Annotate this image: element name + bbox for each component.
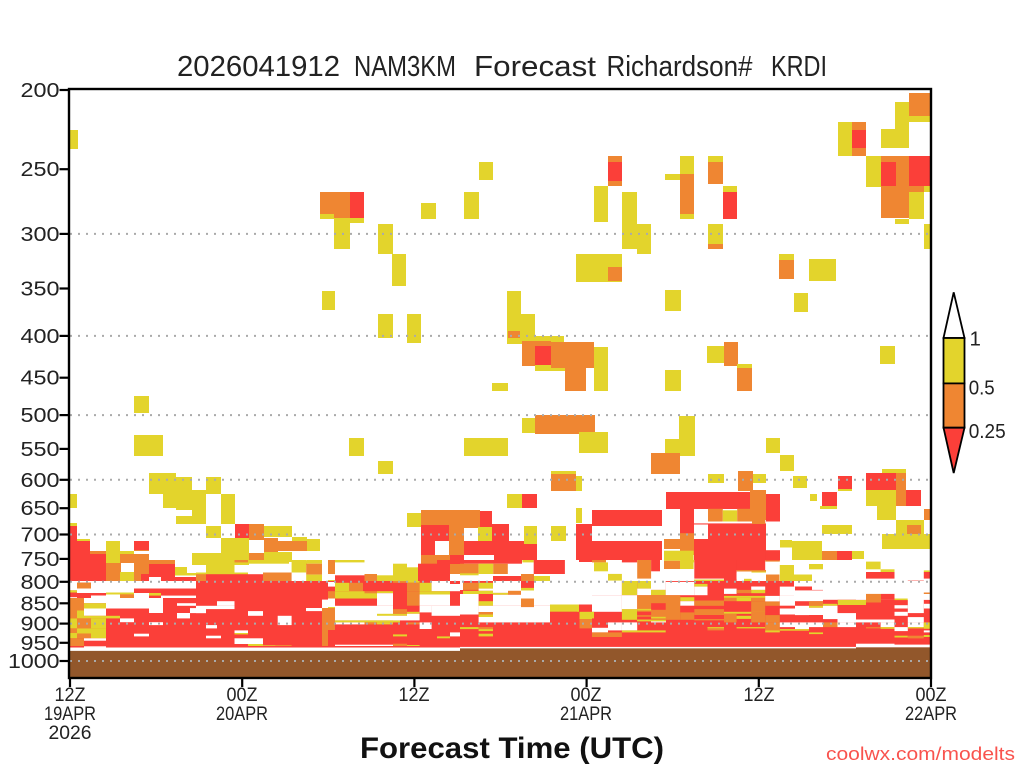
svg-text:450: 450 [21, 368, 60, 390]
svg-text:Richardson#: Richardson# [607, 51, 753, 83]
svg-text:Forecast Time (UTC): Forecast Time (UTC) [360, 732, 664, 765]
svg-text:KRDI: KRDI [771, 51, 827, 83]
svg-text:500: 500 [21, 405, 60, 427]
svg-text:750: 750 [21, 549, 60, 571]
svg-text:350: 350 [21, 279, 60, 301]
svg-text:21APR: 21APR [560, 704, 612, 725]
svg-text:12Z: 12Z [55, 685, 86, 706]
svg-text:coolwx.com/modelts: coolwx.com/modelts [826, 743, 1015, 764]
svg-text:1000: 1000 [8, 651, 60, 673]
svg-text:2026: 2026 [49, 723, 92, 744]
svg-text:250: 250 [21, 159, 60, 181]
svg-text:NAM3KM: NAM3KM [354, 51, 456, 83]
svg-text:700: 700 [21, 525, 60, 547]
svg-text:12Z: 12Z [744, 685, 775, 706]
svg-text:22APR: 22APR [905, 704, 957, 725]
svg-text:00Z: 00Z [227, 685, 258, 706]
svg-text:12Z: 12Z [399, 685, 430, 706]
svg-text:200: 200 [21, 80, 60, 102]
svg-text:800: 800 [21, 572, 60, 594]
svg-text:2026041912: 2026041912 [177, 51, 340, 83]
svg-text:19APR: 19APR [44, 704, 96, 725]
svg-text:550: 550 [21, 439, 60, 461]
svg-text:1: 1 [970, 328, 981, 351]
svg-text:Forecast: Forecast [474, 51, 596, 83]
svg-text:950: 950 [21, 633, 60, 655]
svg-text:900: 900 [21, 614, 60, 636]
svg-text:00Z: 00Z [571, 685, 602, 706]
svg-text:650: 650 [21, 498, 60, 520]
svg-text:0.5: 0.5 [969, 377, 995, 400]
svg-text:850: 850 [21, 593, 60, 615]
svg-text:20APR: 20APR [216, 704, 268, 725]
svg-text:400: 400 [21, 326, 60, 348]
svg-text:0.25: 0.25 [969, 420, 1006, 443]
svg-text:00Z: 00Z [916, 685, 947, 706]
svg-text:600: 600 [21, 470, 60, 492]
svg-text:300: 300 [21, 224, 60, 246]
